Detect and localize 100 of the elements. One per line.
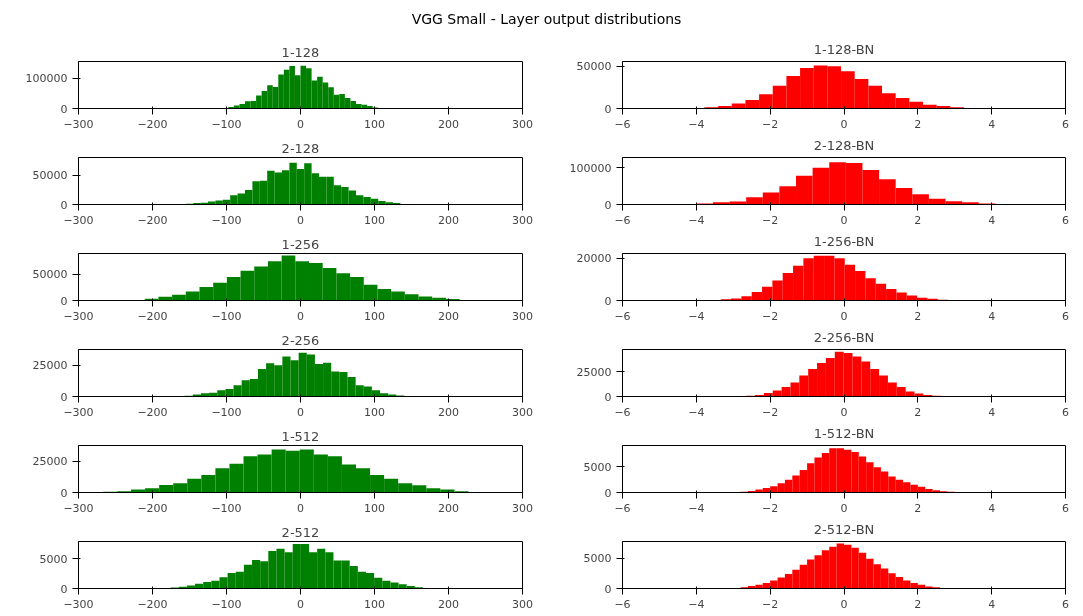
x-tick-label: −2	[762, 597, 779, 611]
y-tick-label: 25000	[32, 455, 68, 469]
y-tick-label: 50000	[32, 268, 68, 282]
x-tick-label: 0	[297, 309, 304, 323]
x-tick-label: −2	[762, 213, 779, 227]
chart-title: 1-512-BN	[813, 425, 875, 441]
x-tick-label: 4	[988, 213, 996, 227]
x-tick-label: 200	[438, 405, 459, 419]
x-tick-label: −2	[762, 117, 779, 131]
x-tick-label: −300	[63, 309, 94, 323]
x-tick-label: 100	[364, 117, 385, 131]
y-tick-label: 25000	[32, 359, 68, 373]
x-tick-label: 6	[1062, 117, 1069, 131]
x-tick-label: −200	[137, 405, 168, 419]
y-tick-label: 0	[60, 390, 68, 404]
y-tick-label: 0	[60, 294, 68, 308]
x-tick-label: −100	[211, 309, 242, 323]
y-tick-label: 0	[604, 486, 612, 500]
chart-title: 2-512	[281, 524, 320, 540]
x-tick-label: 300	[512, 309, 533, 323]
chart-title: 1-128	[281, 44, 320, 60]
x-tick-label: −100	[211, 213, 242, 227]
x-tick-label: −6	[614, 405, 631, 419]
x-tick-label: −100	[211, 597, 242, 611]
x-tick-label: 0	[840, 213, 848, 227]
y-tick-label: 0	[604, 582, 612, 596]
x-tick-label: 300	[512, 405, 533, 419]
y-tick-label: 5000	[583, 460, 612, 474]
x-tick-label: 100	[364, 309, 385, 323]
x-tick-label: 0	[840, 117, 848, 131]
y-tick-label: 100000	[569, 161, 612, 175]
x-tick-label: 0	[297, 117, 304, 131]
x-tick-label: −2	[762, 309, 779, 323]
x-tick-label: −200	[137, 117, 168, 131]
y-tick-label: 0	[60, 198, 68, 212]
x-tick-label: −300	[63, 405, 94, 419]
x-tick-label: 6	[1062, 405, 1069, 419]
x-tick-label: −100	[211, 117, 242, 131]
chart-title: 2-512-BN	[813, 521, 875, 537]
x-tick-label: −6	[614, 309, 631, 323]
x-tick-label: 4	[988, 501, 996, 515]
x-tick-label: 0	[297, 405, 304, 419]
x-tick-label: 200	[438, 597, 459, 611]
x-tick-label: −300	[63, 597, 94, 611]
chart-title: 2-256-BN	[813, 329, 875, 345]
x-tick-label: 6	[1062, 501, 1069, 515]
x-tick-label: 200	[438, 309, 459, 323]
x-tick-label: 0	[840, 405, 848, 419]
chart-title: 1-256	[281, 236, 320, 252]
x-tick-label: 200	[438, 117, 459, 131]
x-tick-label: −6	[614, 117, 631, 131]
x-tick-label: −2	[762, 405, 779, 419]
x-tick-label: 300	[512, 501, 533, 515]
x-tick-label: −2	[762, 501, 779, 515]
x-tick-label: 100	[364, 213, 385, 227]
x-tick-label: 2	[914, 117, 922, 131]
x-tick-label: −100	[211, 501, 242, 515]
y-tick-label: 50000	[32, 169, 68, 183]
y-tick-label: 0	[604, 102, 612, 116]
x-tick-label: −6	[614, 501, 631, 515]
x-tick-label: 2	[914, 501, 922, 515]
y-tick-label: 0	[60, 582, 68, 596]
x-tick-label: −300	[63, 213, 94, 227]
x-tick-label: −200	[137, 501, 168, 515]
x-tick-label: 200	[438, 501, 459, 515]
chart-title: 1-256-BN	[813, 233, 875, 249]
x-tick-label: −100	[211, 405, 242, 419]
y-tick-label: 5000	[583, 552, 612, 566]
y-tick-label: 100000	[25, 72, 68, 86]
x-tick-label: 0	[297, 597, 304, 611]
x-tick-label: 6	[1062, 597, 1069, 611]
x-tick-label: −4	[688, 405, 705, 419]
y-tick-label: 0	[604, 198, 612, 212]
x-tick-label: −4	[688, 597, 705, 611]
chart-title: 2-128	[281, 140, 320, 156]
x-tick-label: −200	[137, 597, 168, 611]
x-tick-label: 100	[364, 405, 385, 419]
x-tick-label: 0	[840, 501, 848, 515]
x-tick-label: −4	[688, 117, 705, 131]
chart-title: 1-128-BN	[813, 41, 875, 57]
x-tick-label: 100	[364, 501, 385, 515]
x-tick-label: −4	[688, 501, 705, 515]
y-tick-label: 0	[604, 294, 612, 308]
text: VGG Small - Layer output distributions	[411, 10, 682, 29]
y-tick-label: 50000	[576, 60, 612, 74]
x-tick-label: 300	[512, 213, 533, 227]
x-tick-label: −200	[137, 309, 168, 323]
x-tick-label: 300	[512, 597, 533, 611]
x-tick-label: −4	[688, 213, 705, 227]
x-tick-label: 4	[988, 405, 996, 419]
x-tick-label: 0	[297, 213, 304, 227]
x-tick-label: −4	[688, 309, 705, 323]
x-tick-label: 2	[914, 309, 922, 323]
x-tick-label: 6	[1062, 213, 1069, 227]
x-tick-label: 2	[914, 213, 922, 227]
x-tick-label: −300	[63, 117, 94, 131]
x-tick-label: 0	[840, 597, 848, 611]
chart-title: 2-128-BN	[813, 137, 875, 153]
y-tick-label: 5000	[39, 552, 68, 566]
y-tick-label: 0	[60, 102, 68, 116]
